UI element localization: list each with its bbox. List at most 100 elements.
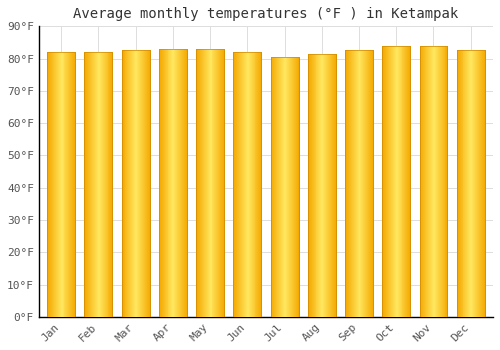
Bar: [291, 57, 292, 317]
Bar: [200, 49, 201, 317]
Bar: [223, 49, 224, 317]
Bar: [370, 50, 371, 317]
Bar: [161, 49, 162, 317]
Bar: [243, 52, 244, 317]
Bar: [409, 46, 410, 317]
Bar: [240, 52, 241, 317]
Bar: [166, 49, 168, 317]
Bar: [94, 52, 95, 317]
Bar: [358, 50, 360, 317]
Bar: [388, 46, 389, 317]
Bar: [51, 52, 52, 317]
Bar: [108, 52, 110, 317]
Bar: [247, 52, 248, 317]
Bar: [134, 50, 135, 317]
Bar: [248, 52, 250, 317]
Bar: [236, 52, 237, 317]
Bar: [181, 49, 182, 317]
Bar: [106, 52, 108, 317]
Bar: [221, 49, 222, 317]
Bar: [92, 52, 93, 317]
Bar: [89, 52, 90, 317]
Bar: [480, 50, 481, 317]
Bar: [216, 49, 218, 317]
Bar: [382, 46, 410, 317]
Bar: [437, 46, 438, 317]
Bar: [219, 49, 220, 317]
Bar: [468, 50, 469, 317]
Bar: [462, 50, 464, 317]
Bar: [349, 50, 350, 317]
Bar: [88, 52, 89, 317]
Bar: [95, 52, 96, 317]
Bar: [160, 49, 161, 317]
Bar: [289, 57, 290, 317]
Bar: [234, 52, 262, 317]
Bar: [320, 54, 322, 317]
Bar: [434, 46, 435, 317]
Bar: [56, 52, 57, 317]
Bar: [254, 52, 256, 317]
Bar: [274, 57, 276, 317]
Bar: [394, 46, 395, 317]
Bar: [212, 49, 214, 317]
Bar: [368, 50, 369, 317]
Bar: [71, 52, 72, 317]
Bar: [75, 52, 76, 317]
Bar: [476, 50, 477, 317]
Bar: [327, 54, 328, 317]
Bar: [68, 52, 70, 317]
Bar: [178, 49, 179, 317]
Bar: [175, 49, 176, 317]
Bar: [48, 52, 49, 317]
Bar: [50, 52, 51, 317]
Bar: [464, 50, 466, 317]
Bar: [90, 52, 91, 317]
Bar: [345, 50, 346, 317]
Bar: [197, 49, 198, 317]
Bar: [440, 46, 442, 317]
Bar: [460, 50, 462, 317]
Bar: [322, 54, 323, 317]
Bar: [364, 50, 366, 317]
Bar: [183, 49, 184, 317]
Bar: [335, 54, 336, 317]
Bar: [224, 49, 225, 317]
Bar: [420, 46, 448, 317]
Bar: [57, 52, 58, 317]
Bar: [55, 52, 56, 317]
Bar: [400, 46, 402, 317]
Bar: [428, 46, 429, 317]
Bar: [234, 52, 236, 317]
Bar: [146, 50, 148, 317]
Bar: [396, 46, 398, 317]
Bar: [201, 49, 202, 317]
Bar: [424, 46, 426, 317]
Bar: [84, 52, 86, 317]
Bar: [222, 49, 223, 317]
Bar: [122, 50, 150, 317]
Bar: [391, 46, 392, 317]
Bar: [49, 52, 50, 317]
Bar: [208, 49, 210, 317]
Bar: [352, 50, 354, 317]
Bar: [135, 50, 136, 317]
Bar: [481, 50, 482, 317]
Bar: [345, 50, 373, 317]
Bar: [140, 50, 141, 317]
Bar: [104, 52, 106, 317]
Bar: [347, 50, 348, 317]
Bar: [203, 49, 204, 317]
Bar: [308, 54, 336, 317]
Bar: [172, 49, 174, 317]
Bar: [198, 49, 199, 317]
Bar: [466, 50, 468, 317]
Bar: [316, 54, 318, 317]
Bar: [187, 49, 188, 317]
Bar: [290, 57, 291, 317]
Bar: [439, 46, 440, 317]
Bar: [475, 50, 476, 317]
Bar: [270, 57, 298, 317]
Bar: [323, 54, 324, 317]
Bar: [52, 52, 53, 317]
